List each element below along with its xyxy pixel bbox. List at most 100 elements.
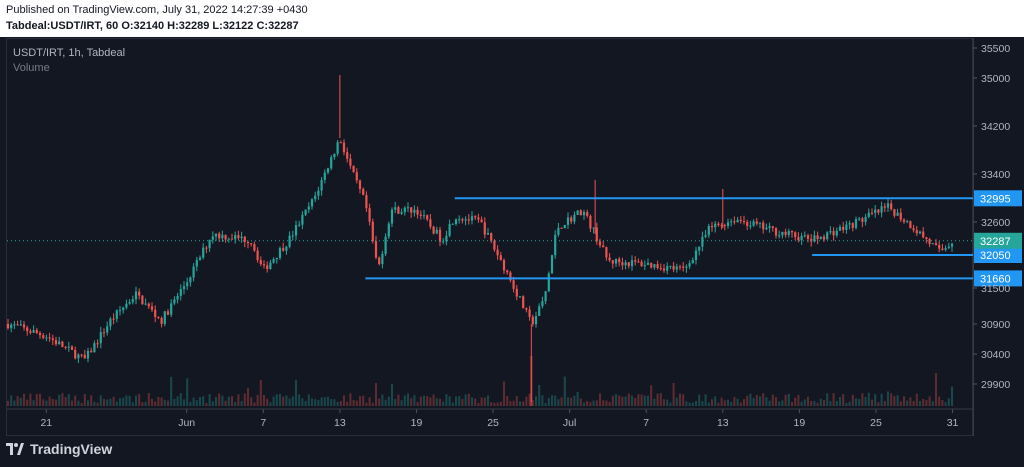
volume-bar [727, 399, 729, 406]
x-tick-label: 19 [411, 417, 423, 429]
volume-bar [455, 396, 457, 406]
candle [256, 247, 259, 263]
candle [547, 271, 550, 293]
volume-bar [167, 400, 169, 406]
volume-bar [759, 396, 761, 406]
candle [301, 211, 304, 230]
candle [195, 256, 198, 272]
candle [77, 353, 80, 364]
volume-bar [125, 395, 128, 406]
volume-bar [291, 396, 294, 406]
volume-bar [131, 402, 134, 406]
candle [877, 208, 880, 215]
volume-bar [810, 400, 813, 406]
candle [858, 216, 861, 221]
candle [454, 218, 458, 226]
candle [566, 212, 570, 229]
x-tick-label: 7 [643, 417, 649, 429]
volume-bar [887, 391, 889, 406]
candle [771, 225, 774, 232]
volume-bar [256, 394, 259, 406]
volume-bar [768, 400, 771, 406]
volume-bar [205, 402, 208, 406]
candle [74, 346, 77, 360]
volume-bar [269, 402, 272, 406]
candle [918, 230, 922, 235]
brand-name: TradingView [30, 441, 113, 457]
volume-bar [871, 399, 873, 406]
level-price-label: 32995 [980, 193, 1011, 205]
candle [509, 270, 512, 283]
volume-bar [883, 400, 886, 406]
candle [355, 168, 358, 184]
volume-bar [448, 396, 451, 406]
chart-pane[interactable] [6, 38, 973, 436]
candle [794, 231, 797, 241]
volume-bar [576, 391, 579, 406]
candle [685, 264, 688, 273]
volume-bar [720, 397, 723, 406]
candle [432, 225, 435, 235]
volume-bar [531, 400, 534, 406]
candle [58, 336, 61, 345]
volume-bar [691, 402, 694, 406]
volume-bar [106, 399, 109, 406]
candle [16, 320, 19, 326]
candle [352, 165, 355, 173]
volume-bar [23, 393, 25, 406]
candle [266, 261, 269, 273]
volume-bar [944, 402, 947, 406]
candle [320, 177, 323, 196]
candle [666, 262, 669, 275]
level-price-tag [974, 190, 1022, 207]
volume-bar [615, 394, 617, 406]
volume-bar [800, 401, 803, 406]
volume-bar [563, 376, 566, 406]
volume-bar [218, 393, 221, 406]
candle [490, 232, 493, 244]
volume-bar [861, 393, 864, 406]
volume-bar [192, 397, 195, 406]
candle [474, 215, 477, 221]
candle [477, 213, 480, 223]
candle [749, 220, 752, 230]
x-tick-label: 25 [870, 417, 882, 429]
candle [710, 222, 714, 232]
volume-bar [391, 383, 393, 406]
volume-bar [755, 395, 758, 406]
volume-bar [928, 396, 931, 406]
candle [781, 231, 784, 239]
candle [576, 210, 579, 216]
volume-bar [250, 397, 253, 406]
volume-bar [663, 399, 665, 406]
volume-bar [682, 394, 685, 406]
volume-bar [317, 400, 320, 406]
volume-bar [346, 401, 349, 406]
candle [650, 262, 653, 269]
volume-bar [304, 401, 307, 406]
volume-bar [647, 395, 649, 406]
candle [96, 339, 99, 349]
volume-bar [832, 393, 835, 406]
volume-bar [378, 398, 381, 406]
volume-bar [394, 398, 397, 406]
volume-bar [851, 394, 854, 406]
volume-bar [554, 395, 557, 406]
candle [621, 257, 624, 270]
candle [669, 265, 672, 270]
volume-bar [704, 394, 707, 406]
candle [544, 291, 547, 305]
candle [141, 295, 144, 305]
ohlc-info: Tabdeal:USDT/IRT, 60 O:32140 H:32289 L:3… [6, 20, 299, 32]
volume-bar [499, 401, 502, 406]
candle [694, 246, 698, 265]
volume-bar [637, 394, 640, 406]
candle [739, 216, 742, 224]
tradingview-logo[interactable]: TradingView [6, 441, 112, 457]
volume-bar [413, 395, 416, 406]
level-price-tag [974, 247, 1022, 263]
volume-bar [32, 400, 35, 406]
candle [336, 140, 339, 157]
candle [832, 227, 835, 241]
